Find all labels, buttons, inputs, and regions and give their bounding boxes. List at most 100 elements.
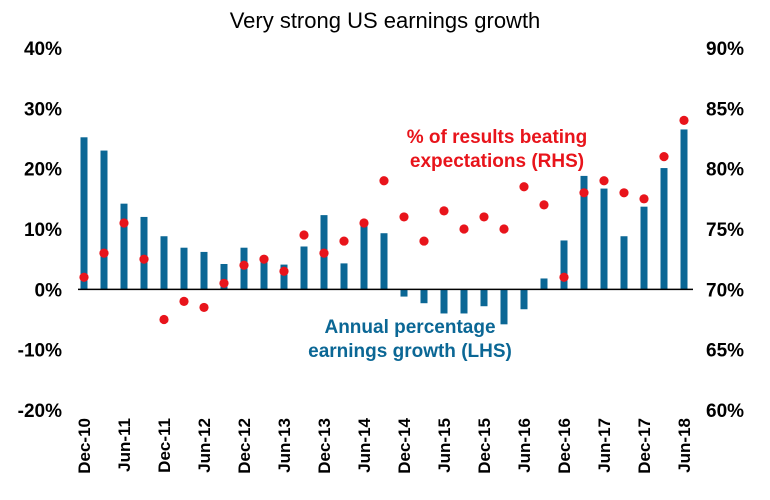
beat-expectations-dot bbox=[499, 224, 509, 234]
earnings-growth-bar bbox=[280, 264, 288, 290]
earnings-growth-bar bbox=[400, 289, 408, 297]
x-tick-label: Jun-17 bbox=[595, 418, 614, 473]
left-tick-label: 30% bbox=[24, 99, 62, 120]
beat-expectations-dot bbox=[439, 206, 449, 216]
earnings-growth-bar bbox=[160, 236, 168, 290]
x-tick-label: Dec-12 bbox=[235, 418, 254, 474]
earnings-growth-bar bbox=[360, 222, 368, 290]
left-tick-label: 10% bbox=[24, 220, 62, 241]
rhs-annotation-line2: expectations (RHS) bbox=[410, 151, 584, 172]
chart-title: Very strong US earnings growth bbox=[230, 8, 541, 33]
right-tick-label: 60% bbox=[706, 401, 744, 422]
beat-expectations-dot bbox=[659, 152, 669, 162]
lhs-annotation-line1: Annual percentage bbox=[324, 317, 495, 338]
beat-expectations-dot bbox=[219, 278, 229, 288]
earnings-growth-bars bbox=[80, 129, 688, 325]
earnings-growth-bar bbox=[140, 216, 148, 290]
beat-expectations-dot bbox=[299, 230, 309, 240]
beat-expectations-dot bbox=[279, 266, 289, 276]
beat-expectations-dot bbox=[179, 296, 189, 306]
beat-expectations-dot bbox=[399, 212, 409, 222]
right-tick-label: 85% bbox=[706, 99, 744, 120]
x-tick-label: Dec-10 bbox=[75, 418, 94, 474]
x-tick-label: Dec-11 bbox=[155, 418, 174, 473]
x-tick-label: Dec-15 bbox=[475, 418, 494, 474]
earnings-growth-bar bbox=[300, 246, 308, 290]
earnings-growth-bar bbox=[640, 206, 648, 290]
beat-expectations-dot bbox=[359, 218, 369, 228]
x-tick-label: Jun-16 bbox=[515, 418, 534, 473]
earnings-growth-bar bbox=[680, 129, 688, 290]
x-tick-label: Dec-13 bbox=[315, 418, 334, 474]
earnings-growth-bar bbox=[340, 263, 348, 290]
earnings-growth-bar bbox=[440, 289, 448, 314]
beat-expectations-dot bbox=[619, 188, 629, 198]
right-tick-label: 80% bbox=[706, 160, 744, 181]
beat-expectations-dot bbox=[579, 188, 589, 198]
right-tick-label: 65% bbox=[706, 341, 744, 362]
beat-expectations-dot bbox=[679, 115, 689, 125]
beat-expectations-dot bbox=[639, 194, 649, 204]
x-tick-label: Jun-13 bbox=[275, 418, 294, 473]
earnings-growth-bar bbox=[200, 251, 208, 290]
earnings-growth-bar bbox=[540, 278, 548, 290]
rhs-annotation-line1: % of results beating bbox=[407, 127, 588, 148]
x-axis-ticks: Dec-10 Jun-11 Dec-11 Jun-12 Dec-12 Jun-13 Dec-… bbox=[75, 417, 694, 473]
beat-expectations-dot bbox=[339, 236, 349, 246]
left-tick-label: 40% bbox=[24, 39, 62, 60]
left-axis-ticks: -20% -10% 0% 10% 20% 30% 40% bbox=[18, 39, 62, 422]
beat-expectations-dot bbox=[199, 302, 209, 313]
x-tick-label: Jun-18 bbox=[675, 418, 694, 473]
beat-expectations-dot bbox=[479, 212, 489, 222]
earnings-growth-bar bbox=[520, 289, 528, 310]
beat-expectations-dots bbox=[79, 115, 689, 325]
x-tick-label: Jun-15 bbox=[435, 418, 454, 473]
beat-expectations-dot bbox=[139, 254, 149, 264]
x-tick-label: Dec-17 bbox=[635, 418, 654, 474]
x-tick-label: Jun-12 bbox=[195, 418, 214, 473]
lhs-annotation-line2: earnings growth (LHS) bbox=[308, 341, 512, 362]
earnings-growth-bar bbox=[120, 203, 128, 290]
earnings-growth-bar bbox=[80, 137, 88, 290]
left-tick-label: -10% bbox=[18, 341, 62, 362]
beat-expectations-dot bbox=[119, 218, 129, 228]
right-tick-label: 90% bbox=[706, 39, 744, 60]
beat-expectations-dot bbox=[419, 236, 429, 246]
left-tick-label: 20% bbox=[24, 160, 62, 181]
beat-expectations-dot bbox=[159, 314, 169, 325]
earnings-growth-bar bbox=[620, 236, 628, 290]
beat-expectations-dot bbox=[459, 224, 469, 234]
earnings-growth-bar bbox=[460, 289, 468, 314]
beat-expectations-dot bbox=[79, 272, 89, 282]
beat-expectations-dot bbox=[239, 260, 249, 270]
left-tick-label: -20% bbox=[18, 401, 62, 422]
right-tick-label: 75% bbox=[706, 220, 744, 241]
earnings-growth-bar bbox=[660, 168, 668, 290]
beat-expectations-dot bbox=[559, 272, 569, 282]
left-tick-label: 0% bbox=[35, 280, 63, 301]
earnings-growth-bar bbox=[180, 247, 188, 290]
beat-expectations-dot bbox=[519, 182, 529, 192]
earnings-growth-bar bbox=[600, 188, 608, 290]
x-tick-label: Jun-11 bbox=[115, 418, 134, 472]
beat-expectations-dot bbox=[539, 200, 549, 210]
beat-expectations-dot bbox=[99, 248, 109, 258]
beat-expectations-dot bbox=[599, 176, 609, 186]
x-tick-label: Dec-14 bbox=[395, 417, 414, 473]
earnings-growth-bar bbox=[380, 233, 388, 290]
x-tick-label: Dec-16 bbox=[555, 418, 574, 474]
beat-expectations-dot bbox=[379, 176, 389, 186]
earnings-growth-bar bbox=[260, 259, 268, 290]
earnings-growth-bar bbox=[220, 263, 228, 290]
x-tick-label: Jun-14 bbox=[355, 417, 374, 472]
earnings-growth-bar bbox=[500, 289, 508, 325]
earnings-growth-bar bbox=[420, 289, 428, 304]
right-tick-label: 70% bbox=[706, 280, 744, 301]
beat-expectations-dot bbox=[259, 254, 269, 264]
beat-expectations-dot bbox=[319, 248, 329, 258]
right-axis-ticks: 60% 65% 70% 75% 80% 85% 90% bbox=[706, 39, 744, 422]
earnings-growth-bar bbox=[100, 150, 108, 290]
earnings-growth-bar bbox=[580, 175, 588, 290]
earnings-growth-bar bbox=[560, 240, 568, 290]
